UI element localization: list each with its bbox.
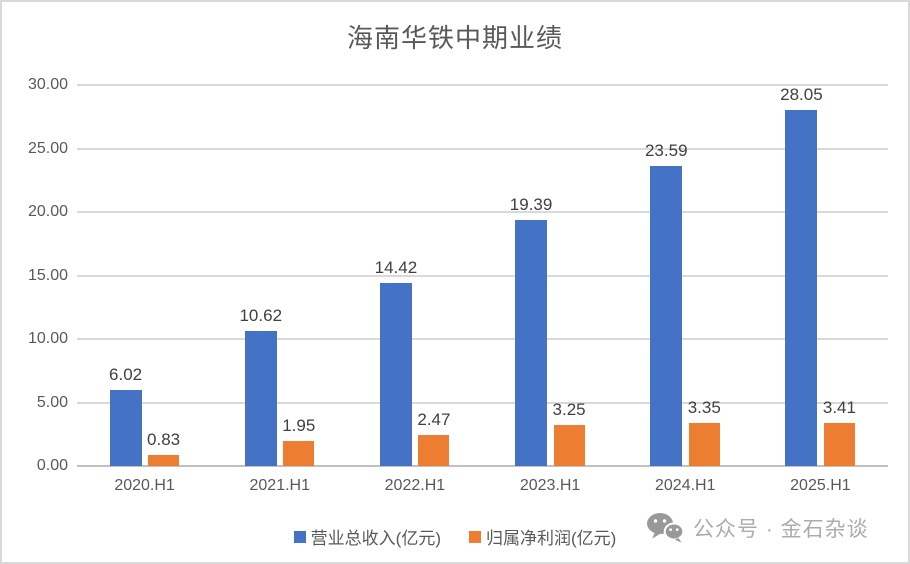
legend-marker-profit: [469, 530, 481, 543]
data-label: 3.41: [822, 397, 856, 417]
legend-marker-revenue: [293, 530, 306, 543]
profit-bar-2024.H1: [688, 423, 720, 466]
watermark: 公众号 · 金石杂谈: [646, 512, 869, 543]
x-axis-label: 2021.H1: [249, 477, 311, 494]
data-label: 28.05: [780, 84, 823, 104]
x-axis-label: 2025.H1: [790, 477, 851, 494]
profit-bar-2020.H1: [148, 455, 180, 466]
revenue-bar-2025.H1: [785, 109, 818, 466]
x-axis-label: 2023.H1: [519, 477, 581, 494]
profit-bar-2022.H1: [418, 434, 450, 466]
profit-bar-2025.H1: [823, 422, 855, 466]
profit-bar-2021.H1: [283, 441, 315, 466]
y-gridline: [77, 338, 888, 340]
legend-label-revenue: 营业总收入(亿元): [310, 529, 441, 548]
profit-bar-2023.H1: [553, 424, 585, 466]
legend-item-revenue: 营业总收入(亿元): [293, 524, 441, 549]
data-label: 23.59: [644, 141, 688, 161]
revenue-bar-2022.H1: [379, 282, 412, 466]
legend-label-profit: 归属净利润(亿元): [486, 529, 617, 548]
data-label: 1.95: [282, 416, 316, 436]
y-tick-label: 5.00: [36, 393, 68, 411]
revenue-bar-2021.H1: [244, 331, 277, 466]
data-label: 10.62: [239, 306, 283, 326]
data-label: 0.83: [147, 430, 181, 450]
x-axis-label: 2024.H1: [655, 477, 716, 494]
x-axis-line: [77, 465, 888, 467]
chart-title: 海南华铁中期业绩: [346, 23, 563, 53]
wechat-icon: [647, 513, 684, 543]
data-label: 14.42: [374, 257, 418, 277]
watermark-text: 公众号 · 金石杂谈: [693, 517, 869, 541]
revenue-bar-2023.H1: [515, 219, 548, 466]
data-label: 3.25: [552, 399, 586, 419]
y-gridline: [77, 84, 888, 86]
y-tick-label: 30.00: [27, 76, 68, 93]
x-axis-label: 2022.H1: [384, 477, 446, 494]
revenue-bar-2020.H1: [109, 389, 142, 466]
y-gridline: [77, 211, 888, 213]
legend-item-profit: 归属净利润(亿元): [469, 524, 616, 549]
data-label: 6.02: [109, 364, 143, 384]
data-label: 2.47: [417, 409, 451, 429]
y-gridline: [77, 147, 888, 150]
data-label: 3.35: [687, 398, 721, 418]
y-gridline: [77, 401, 888, 404]
y-tick-label: 0.00: [36, 457, 68, 474]
data-label: 19.39: [509, 194, 553, 214]
y-tick-label: 15.00: [27, 266, 68, 284]
x-axis-label: 2020.H1: [114, 477, 175, 494]
y-tick-label: 20.00: [27, 203, 68, 220]
y-gridline: [77, 274, 888, 277]
y-tick-label: 10.00: [27, 330, 68, 347]
y-tick-label: 25.00: [27, 139, 68, 157]
revenue-bar-2024.H1: [650, 166, 683, 466]
